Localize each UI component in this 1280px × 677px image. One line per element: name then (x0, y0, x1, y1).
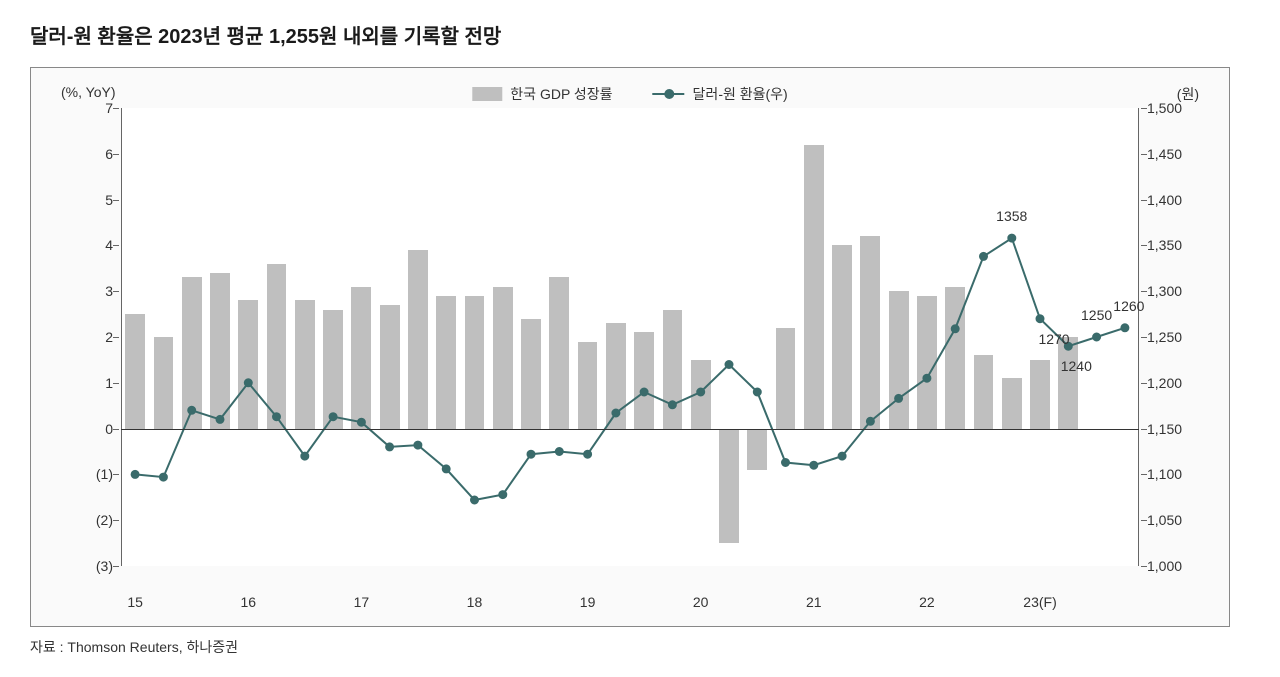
y2-tickmark (1141, 154, 1147, 155)
x-tick-label: 20 (693, 594, 709, 610)
legend-item-bar: 한국 GDP 성장률 (472, 84, 612, 104)
y1-tickmark (113, 429, 119, 430)
y2-tickmark (1141, 337, 1147, 338)
y1-tick-label: 3 (53, 283, 113, 299)
y1-tickmark (113, 200, 119, 201)
line-swatch-icon (653, 87, 685, 101)
y1-tickmark (113, 474, 119, 475)
y1-tick-label: (2) (53, 512, 113, 528)
y1-tick-label: 7 (53, 100, 113, 116)
y1-tick-label: 2 (53, 329, 113, 345)
y1-tick-label: 6 (53, 146, 113, 162)
y1-tickmark (113, 291, 119, 292)
y1-tickmark (113, 566, 119, 567)
y2-tickmark (1141, 200, 1147, 201)
point-label: 1270 (1038, 331, 1069, 347)
chart-frame: (%, YoY) (원) 한국 GDP 성장률 달러-원 환율(우) (3)(2… (30, 67, 1230, 627)
y1-tick-label: 4 (53, 237, 113, 253)
y2-tick-label: 1,400 (1147, 192, 1207, 208)
legend-item-line: 달러-원 환율(우) (653, 84, 788, 104)
x-tick-label: 19 (580, 594, 596, 610)
y2-tickmark (1141, 474, 1147, 475)
point-label: 1240 (1061, 358, 1092, 374)
y1-tickmark (113, 520, 119, 521)
y2-tick-label: 1,500 (1147, 100, 1207, 116)
y2-tick-label: 1,050 (1147, 512, 1207, 528)
source-text: 자료 : Thomson Reuters, 하나증권 (30, 637, 1250, 657)
y2-tickmark (1141, 291, 1147, 292)
point-label: 1250 (1081, 307, 1112, 323)
y2-tickmark (1141, 383, 1147, 384)
y2-ticks: 1,0001,0501,1001,1501,2001,2501,3001,350… (1147, 108, 1207, 566)
point-label: 1260 (1113, 298, 1144, 314)
y2-tickmark (1141, 108, 1147, 109)
y2-tickmark (1141, 566, 1147, 567)
y1-tick-label: (3) (53, 558, 113, 574)
y2-tick-label: 1,350 (1147, 237, 1207, 253)
point-label: 1358 (996, 208, 1027, 224)
legend-line-label: 달러-원 환율(우) (693, 84, 788, 104)
y1-tick-label: 0 (53, 421, 113, 437)
y1-tick-label: 1 (53, 375, 113, 391)
y1-axis-label: (%, YoY) (61, 84, 115, 100)
labels-layer: 13581270124012501260 (121, 108, 1139, 566)
y1-tickmark (113, 383, 119, 384)
x-tick-label: 23(F) (1023, 594, 1056, 610)
legend: 한국 GDP 성장률 달러-원 환율(우) (472, 84, 787, 104)
bar-swatch-icon (472, 87, 502, 101)
plot-area: (3)(2)(1)01234567 1,0001,0501,1001,1501,… (121, 108, 1139, 566)
y1-tickmark (113, 108, 119, 109)
x-tick-label: 22 (919, 594, 935, 610)
y1-ticks: (3)(2)(1)01234567 (53, 108, 113, 566)
legend-bar-label: 한국 GDP 성장률 (510, 84, 612, 104)
y1-tick-label: (1) (53, 466, 113, 482)
y1-tickmark (113, 337, 119, 338)
y2-tick-label: 1,300 (1147, 283, 1207, 299)
chart-title: 달러-원 환율은 2023년 평균 1,255원 내외를 기록할 전망 (30, 20, 1250, 49)
x-tick-label: 16 (240, 594, 256, 610)
y2-tickmark (1141, 520, 1147, 521)
y2-tick-label: 1,100 (1147, 466, 1207, 482)
x-tick-label: 21 (806, 594, 822, 610)
y1-tickmark (113, 154, 119, 155)
y1-tick-label: 5 (53, 192, 113, 208)
y2-tickmark (1141, 245, 1147, 246)
y2-tick-label: 1,000 (1147, 558, 1207, 574)
x-tick-label: 18 (467, 594, 483, 610)
zero-baseline (121, 429, 1139, 430)
y2-tickmark (1141, 429, 1147, 430)
x-tick-label: 17 (354, 594, 370, 610)
x-tick-label: 15 (127, 594, 143, 610)
y2-tick-label: 1,450 (1147, 146, 1207, 162)
y2-tick-label: 1,150 (1147, 421, 1207, 437)
y1-tickmark (113, 245, 119, 246)
y2-tick-label: 1,250 (1147, 329, 1207, 345)
y2-tick-label: 1,200 (1147, 375, 1207, 391)
